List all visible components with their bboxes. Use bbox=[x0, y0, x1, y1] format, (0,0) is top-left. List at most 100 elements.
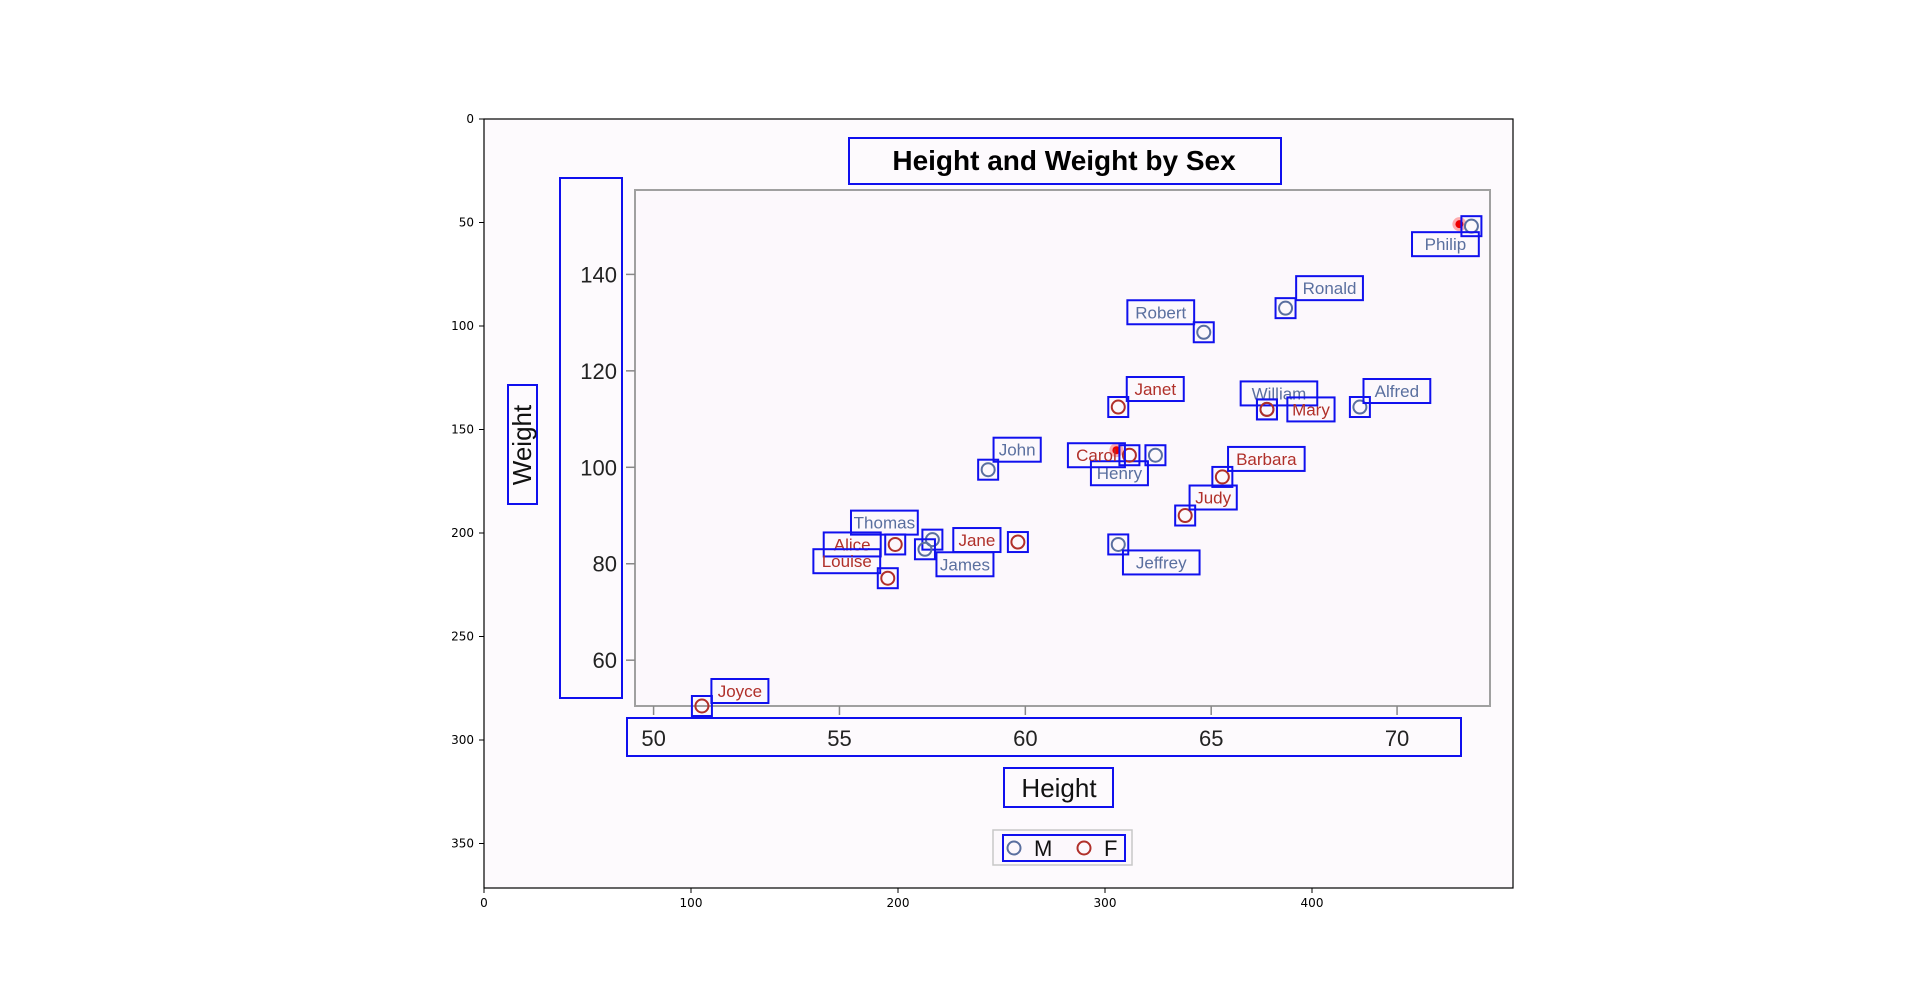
y-tick-box bbox=[559, 177, 623, 699]
point-joyce bbox=[694, 698, 710, 714]
outer-x-tick-label: 400 bbox=[1301, 896, 1324, 910]
point-box-james bbox=[913, 538, 936, 561]
point-box-louise bbox=[876, 567, 899, 590]
point-louise bbox=[880, 570, 896, 586]
y-tick-label: 100 bbox=[580, 455, 617, 480]
outer-y-tick-label: 150 bbox=[451, 423, 474, 437]
point-box-joyce bbox=[690, 695, 713, 717]
label-box-robert bbox=[1126, 299, 1196, 326]
point-box-jane bbox=[1006, 531, 1029, 554]
label-joyce: Joyce bbox=[718, 682, 762, 701]
point-judy bbox=[1177, 508, 1193, 524]
label-robert: Robert bbox=[1135, 303, 1186, 322]
legend-label-f: F bbox=[1104, 836, 1117, 861]
x-tick-box bbox=[626, 717, 1462, 757]
label-box-judy bbox=[1188, 484, 1238, 511]
label-box-ronald bbox=[1295, 275, 1364, 302]
x-tick-label: 55 bbox=[827, 726, 851, 751]
outer-x-tick-label: 200 bbox=[887, 896, 910, 910]
point-box-alfred bbox=[1348, 396, 1371, 419]
label-louise: Louise bbox=[822, 552, 872, 571]
outer-x-tick-label: 300 bbox=[1094, 896, 1117, 910]
title-box bbox=[848, 137, 1282, 185]
point-robert bbox=[1196, 324, 1212, 340]
y-tick-label: 120 bbox=[580, 359, 617, 384]
label-james: James bbox=[940, 555, 990, 574]
point-box-mary bbox=[1255, 398, 1278, 421]
point-box-janet bbox=[1107, 396, 1130, 419]
point-box-carol bbox=[1118, 444, 1141, 467]
legend-box bbox=[1002, 834, 1126, 862]
label-jeffrey: Jeffrey bbox=[1136, 553, 1187, 572]
point-john bbox=[980, 462, 996, 478]
label-philip: Philip bbox=[1425, 235, 1467, 254]
label-henry: Henry bbox=[1097, 464, 1143, 483]
x-tick-label: 50 bbox=[641, 726, 665, 751]
label-john: John bbox=[999, 441, 1036, 460]
outer-y-tick-label: 200 bbox=[451, 526, 474, 540]
label-box-alfred bbox=[1362, 378, 1432, 405]
x-tick-label: 70 bbox=[1385, 726, 1409, 751]
x-tick-label: 65 bbox=[1199, 726, 1223, 751]
inner-x-ticks: 50 55 60 65 70 bbox=[641, 706, 1409, 751]
label-box-mary bbox=[1286, 396, 1336, 423]
label-box-alice bbox=[822, 531, 882, 558]
label-box-philip bbox=[1411, 231, 1480, 258]
point-box-judy bbox=[1174, 504, 1197, 527]
point-james bbox=[917, 541, 933, 557]
point-box-philip bbox=[1460, 215, 1483, 238]
outer-x-tick-label: 100 bbox=[680, 896, 703, 910]
outer-y-tick-label: 250 bbox=[451, 630, 474, 644]
label-box-william bbox=[1239, 380, 1319, 407]
point-ronald bbox=[1278, 300, 1294, 316]
point-box-ronald bbox=[1274, 297, 1297, 320]
y-axis-label: Weight bbox=[507, 404, 537, 485]
legend-marker-f bbox=[1076, 840, 1092, 856]
outer-x-tick-label: 0 bbox=[480, 896, 488, 910]
label-carol: Carol bbox=[1076, 446, 1117, 465]
point-mary bbox=[1259, 401, 1275, 417]
y-tick-label: 140 bbox=[580, 262, 617, 287]
inner-y-ticks: 60 80 100 120 140 bbox=[580, 262, 635, 673]
label-box-john bbox=[992, 436, 1042, 463]
point-jeffrey bbox=[1110, 536, 1126, 552]
point-alfred bbox=[1352, 399, 1368, 415]
label-box-louise bbox=[812, 548, 882, 575]
label-box-carol bbox=[1066, 442, 1126, 469]
point-box-jeffrey bbox=[1107, 533, 1130, 556]
label-alfred: Alfred bbox=[1375, 382, 1419, 401]
point-box-robert bbox=[1192, 321, 1215, 344]
y-tick-label: 80 bbox=[593, 552, 617, 577]
point-box-henry bbox=[1144, 444, 1167, 467]
outer-y-tick-label: 300 bbox=[451, 733, 474, 747]
x-label-box bbox=[1003, 767, 1114, 808]
y-label-box bbox=[507, 384, 538, 505]
label-box-barbara bbox=[1227, 445, 1306, 472]
point-henry bbox=[1147, 447, 1163, 463]
legend-label-m: M bbox=[1034, 836, 1052, 861]
inner-plot-area bbox=[634, 189, 1491, 707]
label-box-janet bbox=[1125, 376, 1185, 403]
x-tick-label: 60 bbox=[1013, 726, 1037, 751]
label-judy: Judy bbox=[1195, 489, 1231, 508]
label-ronald: Ronald bbox=[1303, 279, 1357, 298]
outer-x-ticks: 0 100 200 300 400 bbox=[480, 888, 1323, 910]
label-box-jeffrey bbox=[1121, 549, 1201, 576]
point-carol bbox=[1121, 447, 1137, 463]
label-janet: Janet bbox=[1134, 380, 1176, 399]
outer-y-tick-label: 50 bbox=[459, 216, 474, 230]
point-box-john bbox=[977, 458, 1000, 481]
point-alice bbox=[887, 536, 903, 552]
y-tick-label: 60 bbox=[593, 648, 617, 673]
chart-title: Height and Weight by Sex bbox=[892, 145, 1236, 176]
outer-y-tick-label: 100 bbox=[451, 319, 474, 333]
label-box-jane bbox=[952, 527, 1002, 554]
point-box-alice bbox=[884, 533, 907, 556]
point-janet bbox=[1110, 399, 1126, 415]
point-jane bbox=[1010, 534, 1026, 550]
x-axis-label: Height bbox=[1021, 773, 1097, 803]
label-thomas: Thomas bbox=[854, 514, 915, 533]
point-barbara bbox=[1214, 469, 1230, 485]
label-barbara: Barbara bbox=[1236, 450, 1297, 469]
